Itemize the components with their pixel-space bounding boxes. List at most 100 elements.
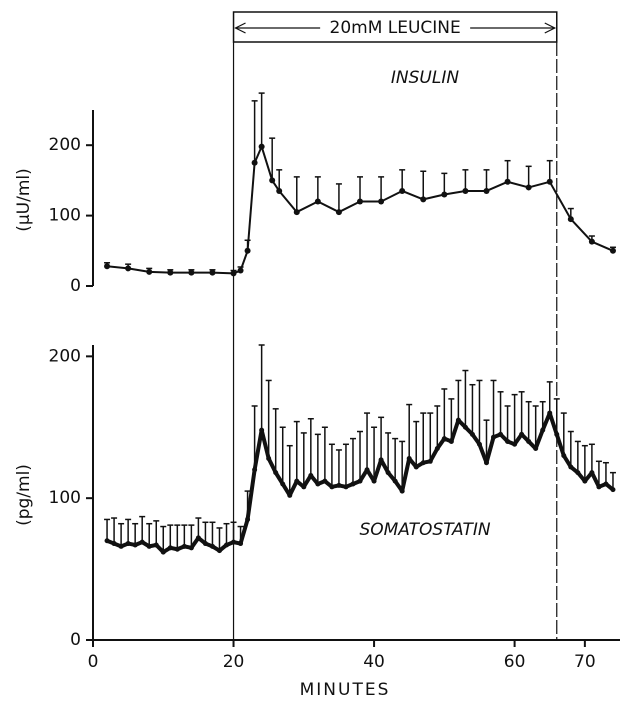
data-point <box>273 470 279 476</box>
data-point <box>167 269 174 276</box>
data-point <box>167 545 173 551</box>
data-point <box>269 177 276 184</box>
data-point <box>209 269 216 276</box>
data-point <box>469 431 475 437</box>
data-point <box>455 417 461 423</box>
data-point <box>322 478 328 484</box>
data-point <box>491 434 497 440</box>
data-point <box>434 446 440 452</box>
data-point <box>378 198 385 205</box>
data-point <box>420 196 427 203</box>
y-tick-label: 0 <box>70 630 81 650</box>
data-point <box>603 481 609 487</box>
data-point <box>609 247 616 254</box>
data-point <box>125 265 132 272</box>
data-point <box>118 543 124 549</box>
data-point <box>335 209 342 216</box>
data-point <box>343 484 349 490</box>
data-point <box>174 546 180 552</box>
data-point <box>498 431 504 437</box>
data-point <box>258 143 265 150</box>
data-point <box>462 424 468 430</box>
data-point <box>230 270 237 277</box>
data-point <box>315 481 321 487</box>
data-point <box>146 268 153 275</box>
data-point <box>533 446 539 452</box>
data-point <box>427 458 433 464</box>
data-point <box>293 209 300 216</box>
data-point <box>294 478 300 484</box>
data-point <box>483 187 490 194</box>
data-point <box>357 478 363 484</box>
data-point <box>596 484 602 490</box>
data-point <box>462 187 469 194</box>
y-tick-label: 100 <box>49 488 81 508</box>
data-point <box>512 441 518 447</box>
data-point <box>588 238 595 245</box>
data-point <box>314 198 321 205</box>
data-point <box>399 488 405 494</box>
data-point <box>399 187 406 194</box>
arrow-head <box>544 22 557 34</box>
data-point <box>568 464 574 470</box>
data-point <box>406 455 412 461</box>
y-tick-label: 100 <box>49 206 81 226</box>
x-axis-label: MINUTES <box>300 680 391 700</box>
data-point <box>111 541 117 547</box>
data-point <box>441 436 447 442</box>
data-point <box>202 541 208 547</box>
data-point <box>546 178 553 185</box>
data-point <box>441 191 448 198</box>
data-point <box>287 492 293 498</box>
data-point <box>329 484 335 490</box>
data-point <box>448 438 454 444</box>
x-tick-label: 20 <box>223 652 245 672</box>
data-point <box>237 267 244 274</box>
data-point <box>146 543 152 549</box>
bracket-label-bg <box>320 17 471 39</box>
bracket-label: 20mM LEUCINE <box>330 18 461 38</box>
data-point <box>188 545 194 551</box>
data-point <box>378 457 384 463</box>
data-point <box>526 438 532 444</box>
x-tick-label: 60 <box>504 652 526 672</box>
data-point <box>231 539 237 545</box>
y-axis-label: (μU/ml) <box>14 168 34 232</box>
data-point <box>216 548 222 554</box>
x-tick-label: 70 <box>574 652 596 672</box>
data-point <box>209 543 215 549</box>
data-point <box>132 542 138 548</box>
data-point <box>575 470 581 476</box>
data-point <box>504 178 511 185</box>
data-point <box>364 467 370 473</box>
data-point <box>561 453 567 459</box>
data-point <box>276 187 283 194</box>
data-point <box>238 541 244 547</box>
data-point <box>245 516 251 522</box>
y-tick-label: 200 <box>49 135 81 155</box>
data-point <box>104 263 111 270</box>
data-point <box>567 216 574 223</box>
data-point <box>104 538 110 544</box>
y-axis-label: (pg/ml) <box>14 464 34 526</box>
data-point <box>259 427 265 433</box>
data-point <box>139 539 145 545</box>
data-point <box>188 269 195 276</box>
data-point <box>476 441 482 447</box>
data-point <box>350 481 356 487</box>
data-point <box>252 467 258 473</box>
data-point <box>371 478 377 484</box>
data-point <box>519 431 525 437</box>
data-point <box>525 184 532 191</box>
arrow-head <box>234 22 246 34</box>
data-point <box>554 431 560 437</box>
series-label: SOMATOSTATIN <box>359 520 490 540</box>
data-point <box>301 484 307 490</box>
data-point <box>244 247 251 254</box>
series-label: INSULIN <box>391 68 459 88</box>
data-point <box>153 542 159 548</box>
data-point <box>420 460 426 466</box>
data-point <box>547 410 553 416</box>
data-point <box>224 542 230 548</box>
